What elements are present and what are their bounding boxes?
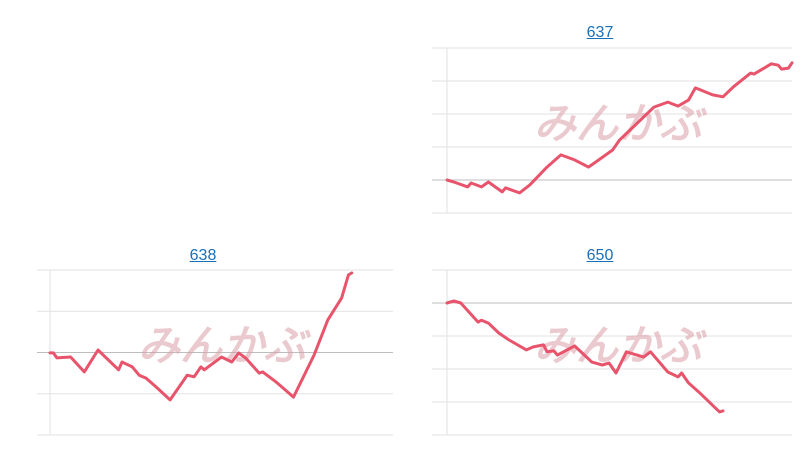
price-line-637 (445, 61, 794, 195)
chart-title-650-link[interactable]: 650 (586, 247, 614, 264)
minkabu-watermark-logo: みんかぶ (138, 321, 312, 370)
chart-title-638-link[interactable]: 638 (189, 247, 217, 264)
price-line-638 (48, 271, 354, 402)
price-line-650 (445, 299, 725, 414)
chart-title-637-link[interactable]: 637 (586, 24, 614, 41)
